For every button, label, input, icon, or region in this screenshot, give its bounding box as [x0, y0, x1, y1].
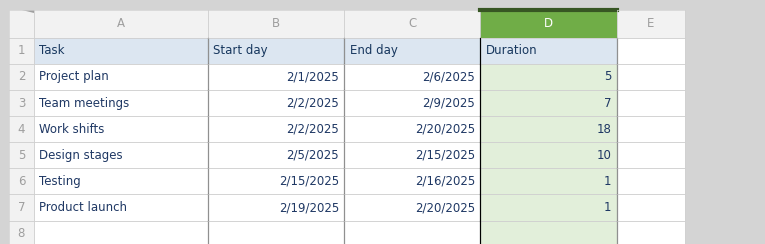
Bar — [617, 142, 685, 168]
Bar — [344, 10, 480, 38]
Text: 2/19/2025: 2/19/2025 — [278, 201, 339, 214]
Text: 2/2/2025: 2/2/2025 — [286, 97, 339, 110]
Text: 7: 7 — [18, 201, 25, 214]
Bar — [480, 10, 617, 38]
Bar — [9, 194, 34, 221]
Text: 1: 1 — [604, 175, 611, 188]
Text: 5: 5 — [18, 149, 25, 162]
Bar — [208, 168, 344, 194]
Bar — [344, 116, 480, 142]
Text: 2/15/2025: 2/15/2025 — [415, 149, 475, 162]
Bar — [208, 116, 344, 142]
Bar — [344, 221, 480, 244]
Bar — [344, 194, 480, 221]
Bar — [480, 38, 617, 64]
Text: 2/20/2025: 2/20/2025 — [415, 123, 475, 136]
Bar — [344, 142, 480, 168]
Text: Start day: Start day — [213, 44, 268, 57]
Bar — [208, 142, 344, 168]
Text: 1: 1 — [18, 44, 25, 57]
Bar — [34, 116, 208, 142]
Bar — [9, 221, 34, 244]
Text: Task: Task — [39, 44, 64, 57]
Bar — [617, 64, 685, 90]
Bar — [208, 38, 344, 64]
Text: Design stages: Design stages — [39, 149, 122, 162]
Bar — [208, 10, 344, 38]
Text: 2/15/2025: 2/15/2025 — [278, 175, 339, 188]
Text: 2: 2 — [18, 71, 25, 83]
Text: 2/6/2025: 2/6/2025 — [422, 71, 475, 83]
Bar — [34, 38, 208, 64]
Text: D: D — [544, 17, 553, 30]
Bar — [208, 194, 344, 221]
Polygon shape — [22, 10, 34, 13]
Bar — [9, 38, 34, 64]
Bar — [617, 221, 685, 244]
Bar — [480, 168, 617, 194]
Bar — [208, 64, 344, 90]
Text: B: B — [272, 17, 280, 30]
Bar — [617, 168, 685, 194]
Text: 18: 18 — [597, 123, 611, 136]
Bar — [344, 90, 480, 116]
Bar — [344, 64, 480, 90]
Text: Product launch: Product launch — [39, 201, 127, 214]
Text: 10: 10 — [597, 149, 611, 162]
Text: Project plan: Project plan — [39, 71, 109, 83]
Text: 2/2/2025: 2/2/2025 — [286, 123, 339, 136]
Text: Team meetings: Team meetings — [39, 97, 129, 110]
Text: 7: 7 — [604, 97, 611, 110]
Text: A: A — [117, 17, 125, 30]
Text: 2/20/2025: 2/20/2025 — [415, 201, 475, 214]
Bar — [9, 10, 34, 38]
Text: 2/5/2025: 2/5/2025 — [286, 149, 339, 162]
Bar — [208, 90, 344, 116]
Text: 1: 1 — [604, 201, 611, 214]
Bar — [480, 142, 617, 168]
Bar — [34, 194, 208, 221]
Bar — [344, 168, 480, 194]
Text: 2/1/2025: 2/1/2025 — [286, 71, 339, 83]
Bar — [617, 116, 685, 142]
Bar — [344, 38, 480, 64]
Bar — [480, 221, 617, 244]
Text: Work shifts: Work shifts — [39, 123, 104, 136]
Bar — [34, 90, 208, 116]
Text: E: E — [647, 17, 655, 30]
Bar — [617, 38, 685, 64]
Bar — [208, 221, 344, 244]
Text: Duration: Duration — [486, 44, 537, 57]
Bar — [617, 90, 685, 116]
Text: 3: 3 — [18, 97, 25, 110]
Bar — [34, 10, 208, 38]
Bar — [617, 10, 685, 38]
Text: 2/9/2025: 2/9/2025 — [422, 97, 475, 110]
Bar — [34, 64, 208, 90]
Bar — [9, 142, 34, 168]
Bar — [480, 64, 617, 90]
Bar — [480, 194, 617, 221]
Bar — [34, 142, 208, 168]
Bar — [9, 116, 34, 142]
Text: 5: 5 — [604, 71, 611, 83]
Bar — [9, 64, 34, 90]
Bar — [617, 194, 685, 221]
Text: 2/16/2025: 2/16/2025 — [415, 175, 475, 188]
Bar — [34, 221, 208, 244]
Bar — [480, 116, 617, 142]
Text: 6: 6 — [18, 175, 25, 188]
Text: 8: 8 — [18, 227, 25, 240]
Text: End day: End day — [350, 44, 398, 57]
Text: C: C — [409, 17, 416, 30]
Text: 4: 4 — [18, 123, 25, 136]
Bar — [480, 90, 617, 116]
Bar — [9, 168, 34, 194]
Bar — [9, 90, 34, 116]
Bar — [34, 168, 208, 194]
Text: Testing: Testing — [39, 175, 81, 188]
